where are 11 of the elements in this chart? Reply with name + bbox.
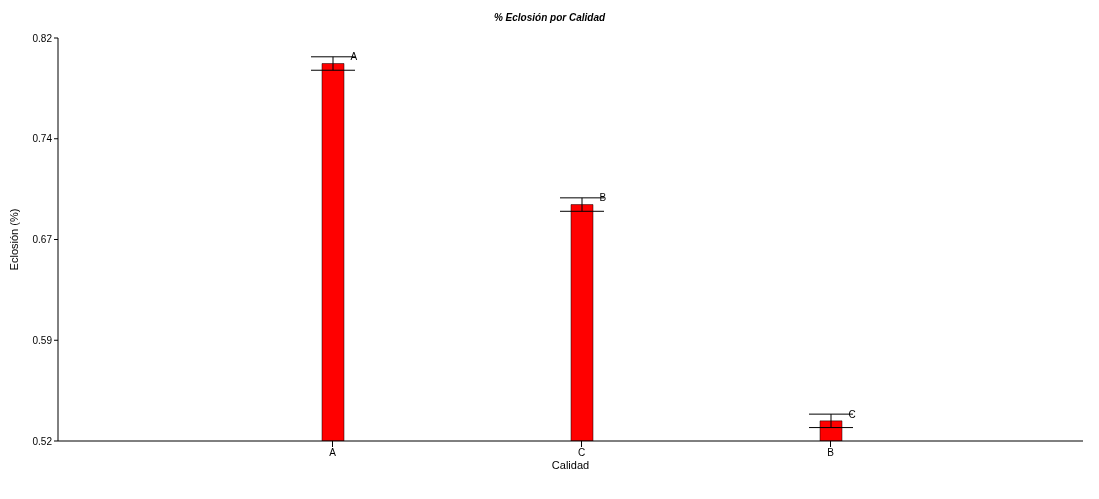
- y-tick-label: 0.59: [32, 334, 53, 346]
- x-tick-label: B: [827, 447, 835, 459]
- y-axis-title: Eclosión (%): [7, 208, 20, 271]
- chart-title: % Eclosión por Calidad: [492, 12, 607, 23]
- x-tick-label: A: [329, 447, 337, 459]
- y-tick-label: 0.67: [32, 234, 53, 246]
- x-tick-label: C: [577, 447, 586, 459]
- y-tick-label: 0.82: [32, 32, 53, 44]
- y-tick-label: 0.74: [32, 133, 53, 145]
- x-axis-title: Calidad: [551, 459, 590, 471]
- y-tick-label: 0.52: [32, 435, 53, 447]
